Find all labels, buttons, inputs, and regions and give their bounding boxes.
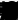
Text: β-gal.: β-gal.	[5, 1, 18, 20]
Text: Treatment Age (Weeks): Treatment Age (Weeks)	[0, 4, 18, 20]
Text: insulin B-chain: insulin B-chain	[9, 3, 18, 20]
Text: HSP: HSP	[12, 3, 18, 20]
Text: HEL: HEL	[5, 2, 18, 20]
Text: GAD: GAD	[12, 0, 18, 20]
